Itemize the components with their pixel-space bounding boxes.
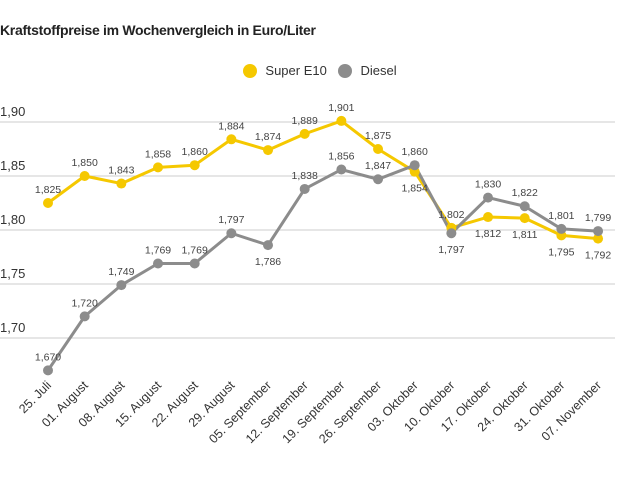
data-label: 1,799 [585, 212, 611, 224]
data-point [43, 198, 53, 208]
data-label: 1,901 [328, 102, 354, 114]
data-point [299, 128, 310, 139]
data-label: 1,792 [585, 250, 611, 262]
legend-label: Diesel [360, 63, 397, 78]
data-label: 1,720 [72, 297, 98, 309]
data-label: 1,670 [35, 351, 61, 363]
data-label: 1,769 [182, 244, 208, 256]
data-label: 1,811 [512, 229, 538, 241]
data-label: 1,860 [182, 146, 208, 158]
data-label: 1,889 [292, 115, 318, 127]
data-point [336, 115, 347, 126]
data-label: 1,847 [365, 160, 391, 172]
y-tick-label: 1,90 [0, 104, 25, 119]
data-point [263, 240, 274, 251]
data-label: 1,802 [438, 209, 464, 221]
data-point [263, 145, 274, 156]
data-label: 1,822 [512, 187, 538, 199]
data-point [189, 258, 200, 269]
legend-label: Super E10 [265, 63, 327, 78]
chart-title: Kraftstoffpreise im Wochenvergleich in E… [0, 22, 316, 38]
data-label: 1,856 [328, 151, 354, 163]
data-point [226, 228, 237, 239]
legend-item-diesel[interactable]: Diesel [338, 63, 397, 78]
data-point [446, 228, 457, 239]
data-point [43, 365, 53, 376]
series-line-super-e10 [47, 119, 599, 241]
data-label: 1,769 [145, 244, 171, 256]
data-point [483, 192, 494, 203]
data-label: 1,797 [218, 214, 244, 226]
data-label: 1,797 [438, 244, 464, 256]
data-point [153, 258, 164, 269]
data-label: 1,874 [255, 131, 281, 143]
data-point [226, 134, 237, 145]
legend-marker-diesel [338, 63, 353, 78]
data-point [373, 174, 384, 185]
data-point [79, 171, 90, 181]
data-point [336, 164, 347, 175]
data-point [483, 212, 494, 223]
data-point [519, 213, 530, 224]
legend-marker-super-e10 [243, 63, 258, 78]
data-point [153, 162, 164, 173]
y-tick-label: 1,70 [0, 320, 25, 335]
data-point [189, 160, 200, 171]
y-tick-label: 1,75 [0, 266, 25, 281]
data-label: 1,875 [365, 130, 391, 142]
data-point [593, 233, 604, 244]
data-label: 1,838 [292, 170, 318, 182]
series-line-diesel [46, 163, 599, 372]
legend: Super E10 Diesel [0, 63, 640, 81]
data-point [79, 311, 90, 322]
y-tick-label: 1,80 [0, 212, 25, 227]
data-point [593, 226, 604, 237]
data-label: 1,854 [402, 183, 428, 195]
data-label: 1,860 [402, 146, 428, 158]
data-label: 1,795 [548, 246, 574, 258]
data-point [409, 160, 420, 171]
data-label: 1,825 [35, 184, 61, 196]
data-label: 1,843 [108, 165, 134, 177]
data-point [519, 201, 530, 212]
legend-item-super-e10[interactable]: Super E10 [243, 63, 327, 78]
data-point [116, 280, 127, 291]
data-label: 1,830 [475, 179, 501, 191]
data-label: 1,850 [72, 157, 98, 169]
data-label: 1,812 [475, 228, 501, 240]
data-point [373, 144, 384, 154]
data-label: 1,858 [145, 148, 171, 160]
data-label: 1,749 [108, 266, 134, 278]
data-point [556, 223, 567, 234]
data-label: 1,884 [218, 120, 244, 132]
data-point [116, 178, 127, 189]
y-tick-label: 1,85 [0, 158, 25, 173]
data-label: 1,801 [548, 210, 574, 222]
data-label: 1,786 [255, 256, 281, 268]
data-point [299, 183, 310, 194]
